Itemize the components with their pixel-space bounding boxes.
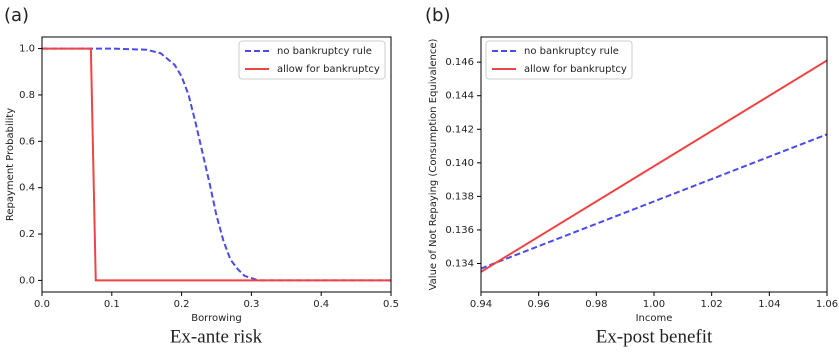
y-tick-label: 0.0 bbox=[19, 275, 35, 286]
y-tick-label: 0.136 bbox=[445, 225, 474, 236]
legend-label: allow for bankruptcy bbox=[277, 64, 380, 75]
x-axis-label: Income bbox=[636, 313, 673, 324]
x-tick-label: 1.04 bbox=[758, 299, 780, 310]
y-tick-label: 0.140 bbox=[445, 158, 474, 169]
series-line bbox=[481, 59, 827, 273]
y-axis-label: Value of Not Repaying (Consumption Equiv… bbox=[428, 39, 439, 291]
series-line bbox=[481, 133, 827, 270]
axes-frame bbox=[41, 36, 392, 293]
panel-label: (a) bbox=[4, 5, 29, 26]
legend-label: no bankruptcy rule bbox=[524, 46, 619, 57]
y-tick-label: 0.4 bbox=[19, 183, 35, 194]
axes-frame bbox=[480, 36, 828, 293]
legend-label: no bankruptcy rule bbox=[277, 46, 372, 57]
x-tick-label: 0.5 bbox=[383, 299, 399, 310]
y-tick-label: 0.138 bbox=[445, 191, 474, 202]
y-tick-label: 1.0 bbox=[19, 44, 35, 55]
x-axis-label: Borrowing bbox=[191, 313, 242, 324]
y-tick-label: 0.142 bbox=[445, 124, 474, 135]
x-tick-label: 0.98 bbox=[585, 299, 607, 310]
y-tick-label: 0.6 bbox=[19, 136, 35, 147]
y-tick-label: 0.8 bbox=[19, 90, 35, 101]
x-tick-label: 0.94 bbox=[470, 299, 492, 310]
y-tick-label: 0.146 bbox=[445, 57, 474, 68]
y-axis-label: Repayment Probability bbox=[5, 108, 16, 221]
panel-label: (b) bbox=[425, 5, 450, 26]
caption: Ex-ante risk bbox=[170, 326, 263, 347]
y-tick-label: 0.2 bbox=[19, 229, 35, 240]
legend-box bbox=[485, 40, 633, 80]
x-tick-label: 0.4 bbox=[313, 299, 329, 310]
y-tick-label: 0.134 bbox=[445, 258, 474, 269]
x-tick-label: 0.2 bbox=[174, 299, 190, 310]
caption: Ex-post benefit bbox=[596, 326, 713, 347]
series-line bbox=[42, 47, 391, 282]
x-tick-label: 1.00 bbox=[643, 299, 665, 310]
x-tick-label: 1.02 bbox=[701, 299, 723, 310]
x-tick-label: 0.0 bbox=[34, 299, 50, 310]
legend-label: allow for bankruptcy bbox=[524, 64, 627, 75]
x-tick-label: 0.1 bbox=[104, 299, 120, 310]
x-tick-label: 1.06 bbox=[816, 299, 838, 310]
x-tick-label: 0.96 bbox=[528, 299, 550, 310]
legend-box bbox=[238, 40, 386, 80]
y-tick-label: 0.144 bbox=[445, 91, 474, 102]
x-tick-label: 0.3 bbox=[243, 299, 259, 310]
series-line bbox=[42, 47, 391, 282]
